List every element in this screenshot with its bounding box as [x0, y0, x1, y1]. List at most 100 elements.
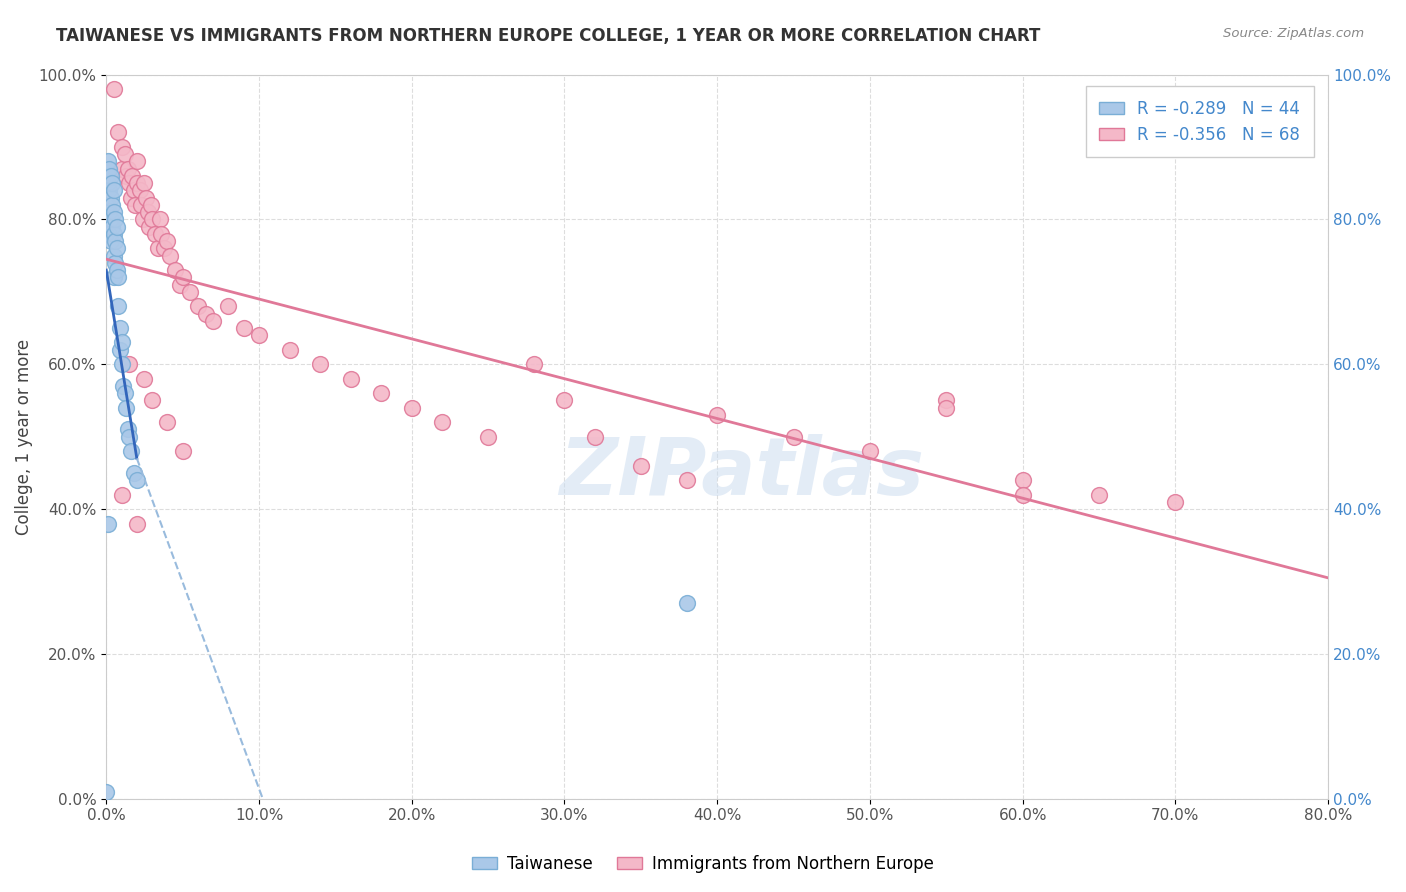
Point — [101, 176, 124, 190]
Point — [675, 473, 697, 487]
Point — [110, 357, 132, 371]
Point — [134, 372, 156, 386]
Point — [117, 161, 139, 176]
Point — [782, 430, 804, 444]
Point — [148, 241, 170, 255]
Point — [187, 299, 209, 313]
Point — [139, 198, 162, 212]
Point — [103, 270, 125, 285]
Point — [477, 430, 499, 444]
Point — [675, 596, 697, 610]
Point — [278, 343, 301, 357]
Point — [118, 430, 141, 444]
Point — [232, 321, 254, 335]
Point — [117, 422, 139, 436]
Point — [97, 198, 120, 212]
Point — [115, 169, 138, 183]
Point — [110, 335, 132, 350]
Point — [105, 241, 128, 255]
Point — [135, 191, 157, 205]
Point — [103, 183, 125, 197]
Point — [131, 198, 153, 212]
Point — [98, 205, 121, 219]
Point — [150, 227, 173, 241]
Point — [706, 408, 728, 422]
Point — [98, 183, 121, 197]
Point — [98, 161, 121, 176]
Point — [141, 212, 163, 227]
Point — [112, 379, 135, 393]
Point — [136, 205, 159, 219]
Point — [202, 314, 225, 328]
Point — [156, 415, 179, 429]
Point — [110, 140, 132, 154]
Point — [217, 299, 239, 313]
Legend: Taiwanese, Immigrants from Northern Europe: Taiwanese, Immigrants from Northern Euro… — [465, 848, 941, 880]
Point — [108, 343, 131, 357]
Point — [118, 357, 141, 371]
Point — [1088, 487, 1111, 501]
Point — [935, 393, 957, 408]
Point — [114, 147, 136, 161]
Point — [172, 270, 194, 285]
Point — [100, 234, 122, 248]
Point — [107, 299, 129, 313]
Point — [120, 191, 142, 205]
Point — [859, 444, 882, 458]
Point — [125, 176, 148, 190]
Point — [107, 125, 129, 139]
Point — [179, 285, 201, 299]
Point — [103, 227, 125, 241]
Point — [110, 487, 132, 501]
Point — [132, 212, 155, 227]
Point — [128, 183, 150, 197]
Point — [1164, 495, 1187, 509]
Point — [172, 444, 194, 458]
Point — [103, 249, 125, 263]
Point — [1011, 487, 1033, 501]
Point — [156, 234, 179, 248]
Point — [121, 169, 143, 183]
Point — [103, 82, 125, 96]
Point — [101, 219, 124, 234]
Point — [630, 458, 652, 473]
Point — [97, 154, 120, 169]
Point — [96, 227, 118, 241]
Point — [432, 415, 454, 429]
Point — [104, 256, 127, 270]
Point — [141, 393, 163, 408]
Point — [118, 176, 141, 190]
Point — [339, 372, 361, 386]
Point — [96, 784, 118, 798]
Point — [523, 357, 546, 371]
Point — [149, 212, 172, 227]
Point — [122, 466, 145, 480]
Text: ZIPatlas: ZIPatlas — [560, 434, 924, 512]
Point — [143, 227, 166, 241]
Point — [583, 430, 606, 444]
Point — [122, 183, 145, 197]
Point — [107, 270, 129, 285]
Point — [100, 212, 122, 227]
Point — [115, 401, 138, 415]
Point — [98, 227, 121, 241]
Point — [114, 386, 136, 401]
Point — [247, 328, 270, 343]
Point — [124, 198, 146, 212]
Point — [108, 321, 131, 335]
Point — [370, 386, 392, 401]
Text: TAIWANESE VS IMMIGRANTS FROM NORTHERN EUROPE COLLEGE, 1 YEAR OR MORE CORRELATION: TAIWANESE VS IMMIGRANTS FROM NORTHERN EU… — [56, 27, 1040, 45]
Point — [97, 516, 120, 531]
Point — [125, 516, 148, 531]
Point — [169, 277, 191, 292]
Point — [159, 249, 181, 263]
Point — [101, 198, 124, 212]
Point — [104, 234, 127, 248]
Point — [309, 357, 332, 371]
Point — [110, 161, 132, 176]
Point — [105, 219, 128, 234]
Legend: R = -0.289   N = 44, R = -0.356   N = 68: R = -0.289 N = 44, R = -0.356 N = 68 — [1085, 87, 1313, 158]
Point — [1011, 473, 1033, 487]
Point — [401, 401, 423, 415]
Point — [138, 219, 160, 234]
